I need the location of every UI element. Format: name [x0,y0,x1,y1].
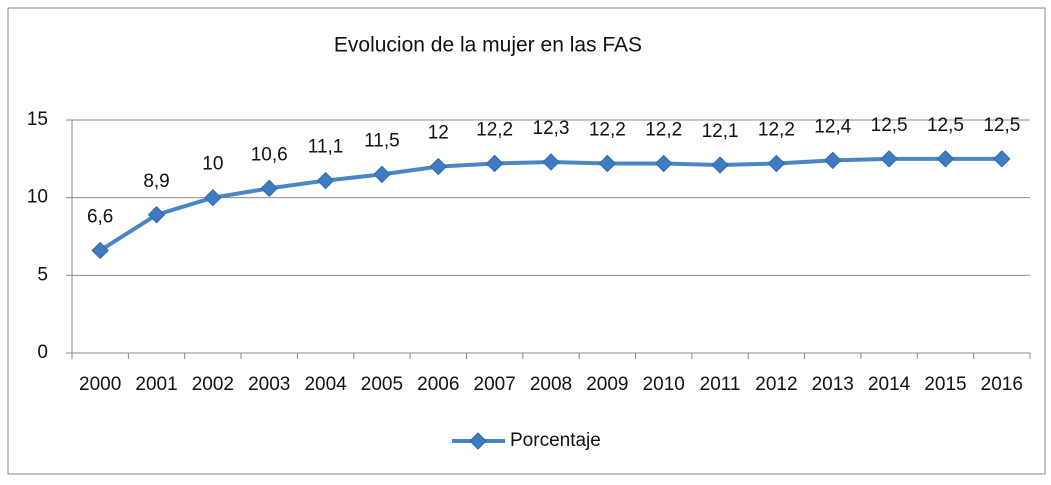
data-label: 10,6 [251,144,288,165]
point-marker [654,154,673,173]
x-tick-label: 2003 [248,374,290,395]
data-label: 12,2 [589,120,626,141]
point-marker [598,154,617,173]
x-tick-label: 2005 [361,374,403,395]
data-label: 12 [428,123,449,144]
x-tick-label: 2006 [417,374,459,395]
point-marker [936,150,955,168]
point-marker [824,151,842,170]
chart-frame [7,7,1046,475]
x-tick-label: 2016 [981,374,1023,395]
point-marker [429,157,448,176]
chart-title: Evolucion de la mujer en las FAS [334,34,642,57]
x-tick-label: 2015 [924,374,966,395]
point-marker [204,188,222,207]
data-label: 12,3 [533,118,570,139]
x-tick-label: 2011 [700,374,741,395]
y-tick-label: 15 [27,109,48,130]
x-tick-label: 2013 [812,374,854,395]
x-tick-label: 2010 [643,374,685,395]
point-marker [767,154,786,173]
x-tick-label: 2001 [135,374,177,395]
data-label: 12,2 [476,120,513,141]
x-tick-label: 2008 [530,374,572,395]
point-marker [880,150,898,168]
data-label: 8,9 [143,171,169,192]
data-label: 6,6 [87,206,113,227]
x-tick-label: 2004 [304,374,347,395]
point-marker [147,206,166,224]
point-marker [260,179,278,198]
point-marker [993,150,1011,168]
point-marker [711,156,729,174]
x-tick-label: 2002 [192,374,234,395]
data-label: 12,5 [871,115,908,136]
point-marker [542,153,560,171]
data-label: 12,2 [758,120,795,141]
data-label: 11,5 [364,130,400,151]
data-label: 12,5 [927,115,964,136]
data-label: 12,2 [645,120,682,141]
legend-label: Porcentaje [510,430,601,451]
x-tick-label: 2007 [474,374,516,395]
x-tick-label: 2012 [755,374,797,395]
x-tick-label: 2014 [868,374,911,395]
legend-marker [469,432,487,450]
y-tick-label: 5 [37,264,48,285]
y-tick-label: 0 [37,342,48,363]
data-label: 12,4 [814,116,851,137]
x-tick-label: 2009 [586,374,628,395]
data-label: 10 [202,154,223,175]
data-label: 12,5 [983,115,1020,136]
point-marker [316,171,335,190]
y-tick-label: 10 [27,187,48,208]
data-label: 12,1 [702,121,739,142]
point-marker [91,241,109,260]
x-tick-label: 2000 [79,374,121,395]
point-marker [485,154,504,173]
point-marker [373,165,391,184]
data-label: 11,1 [308,137,344,158]
